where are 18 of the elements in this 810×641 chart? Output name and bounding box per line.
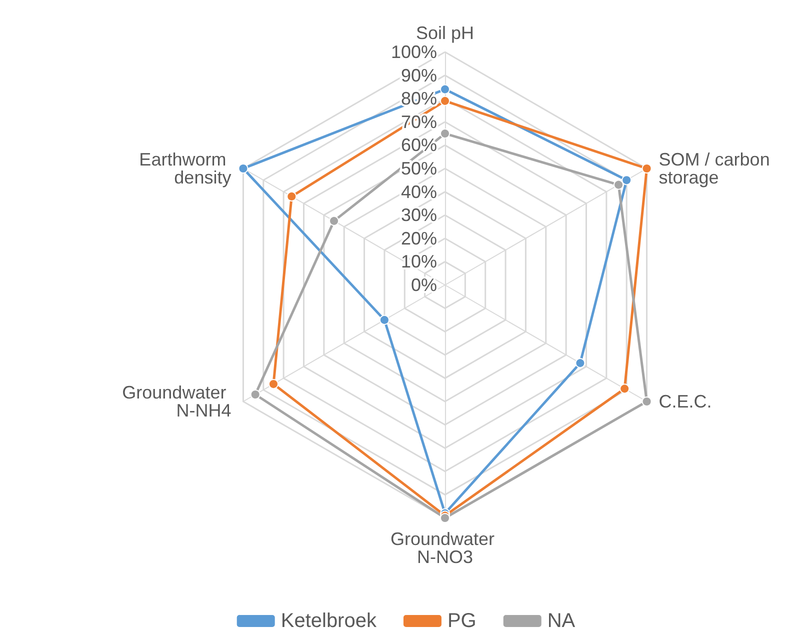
spoke-label: Soil pH [416, 23, 474, 43]
legend-label: Ketelbroek [280, 610, 378, 632]
spoke-label: Groundwater N-NO3 [390, 529, 500, 567]
spoke-label: Earthworm density [139, 150, 232, 188]
spoke-label: C.E.C. [658, 392, 712, 412]
y-tick-label: 100% [390, 42, 437, 62]
y-tick-label: 0% [410, 275, 437, 295]
legend-label: NA [547, 610, 576, 632]
y-tick-label: 90% [400, 65, 437, 86]
y-tick-label: 20% [400, 228, 437, 248]
y-tick-label: 10% [400, 252, 437, 272]
y-tick-label: 50% [400, 158, 437, 178]
y-tick-label: 40% [400, 182, 437, 202]
y-tick-label: 30% [400, 205, 437, 226]
spoke-label: SOM / carbon storage [658, 150, 775, 188]
y-tick-label: 60% [400, 135, 437, 156]
spoke-label: Groundwater N-NH4 [122, 382, 232, 420]
legend-label: PG [447, 610, 476, 632]
